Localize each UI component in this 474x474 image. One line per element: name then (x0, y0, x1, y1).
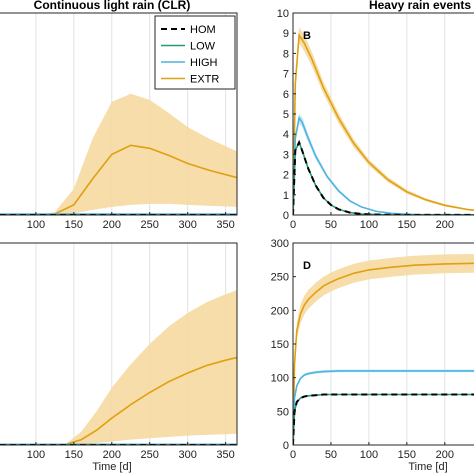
series-high (293, 116, 474, 215)
series-hom (293, 139, 474, 215)
x-tick-label: 300 (178, 449, 196, 461)
band-extr (0, 93, 237, 215)
band-extr (293, 27, 474, 215)
x-axis-label: Time [d] (408, 461, 447, 473)
x-tick-label: 200 (103, 449, 121, 461)
band-extr (293, 253, 474, 445)
series-hom (293, 393, 474, 445)
x-tick-label: 250 (141, 449, 159, 461)
x-tick-label: 200 (436, 219, 454, 231)
x-tick-label: 50 (325, 449, 337, 461)
series-low (293, 393, 474, 445)
axes-frame (292, 12, 474, 216)
axes-frame (0, 242, 238, 446)
x-tick-label: 150 (398, 219, 416, 231)
y-tick-label: 8 (283, 48, 289, 60)
legend: HOM LOW HIGH EXTR (154, 15, 236, 90)
panel-c: 100 150 200 250 300 350 Time [d] (0, 242, 238, 473)
chart-title: Heavy rain events (H (369, 0, 474, 12)
y-tick-label: 10 (277, 8, 289, 20)
legend-box (154, 15, 236, 90)
plot-area (0, 93, 237, 215)
plot-area (0, 290, 237, 445)
legend-label-low: LOW (190, 41, 216, 53)
gridlines (330, 243, 446, 445)
y-tick-label: 4 (283, 129, 289, 141)
y-tick-label: 0 (283, 440, 289, 452)
y-tick-label: 50 (277, 406, 289, 418)
x-tick-label: 350 (216, 219, 234, 231)
x-tick-label: 150 (65, 219, 83, 231)
band-extr (0, 290, 237, 445)
series-extr (293, 32, 474, 215)
y-tick-label: 300 (271, 238, 289, 250)
y-tick-label: 7 (283, 69, 289, 81)
panel-b: 0 50 100 150 200 0 1 2 3 4 5 6 7 8 9 10 Heavy rain event… (277, 0, 474, 231)
y-tick-label: 6 (283, 89, 289, 101)
plot-area (293, 253, 474, 445)
legend-label-extr: EXTR (190, 74, 219, 86)
y-tick-label: 5 (283, 109, 289, 121)
x-tick-label: 0 (290, 219, 296, 231)
panel-label: B (303, 30, 311, 42)
legend-label-high: HIGH (190, 57, 218, 69)
y-tick-label: 0 (283, 210, 289, 222)
x-tick-label: 0 (290, 449, 296, 461)
x-tick-label: 100 (27, 449, 45, 461)
panel-a: 100 150 200 250 300 350 Continuous light rain … (0, 0, 238, 231)
x-tick-label: 250 (141, 219, 159, 231)
x-tick-label: 150 (398, 449, 416, 461)
x-tick-label: 200 (436, 449, 454, 461)
x-tick-label: 100 (360, 449, 378, 461)
chart-title: Continuous light rain (CLR) (34, 0, 191, 12)
y-tick-label: 3 (283, 149, 289, 161)
x-axis-label: Time [d] (92, 461, 131, 473)
y-tick-label: 9 (283, 28, 289, 40)
x-tick-label: 350 (216, 449, 234, 461)
x-tick-label: 100 (27, 219, 45, 231)
x-tick-label: 300 (178, 219, 196, 231)
gridlines (330, 13, 446, 215)
y-tick-label: 200 (271, 305, 289, 317)
y-tick-label: 100 (271, 373, 289, 385)
series-low (293, 140, 474, 215)
axes-frame (0, 12, 238, 216)
x-tick-label: 150 (65, 449, 83, 461)
x-tick-label: 200 (103, 219, 121, 231)
series-high (293, 370, 474, 445)
y-tick-label: 250 (271, 272, 289, 284)
y-tick-label: 1 (283, 190, 289, 202)
panel-label: D (303, 260, 311, 272)
plot-area (293, 27, 474, 215)
legend-label-hom: HOM (190, 24, 216, 36)
x-tick-label: 100 (360, 219, 378, 231)
band-high (293, 369, 474, 445)
panel-d: 0 50 100 150 200 0 50 100 150 200 250 300 Time [d] D (271, 238, 474, 473)
y-tick-label: 150 (271, 339, 289, 351)
y-tick-label: 2 (283, 170, 289, 182)
x-tick-label: 50 (325, 219, 337, 231)
series-extr (293, 262, 474, 445)
